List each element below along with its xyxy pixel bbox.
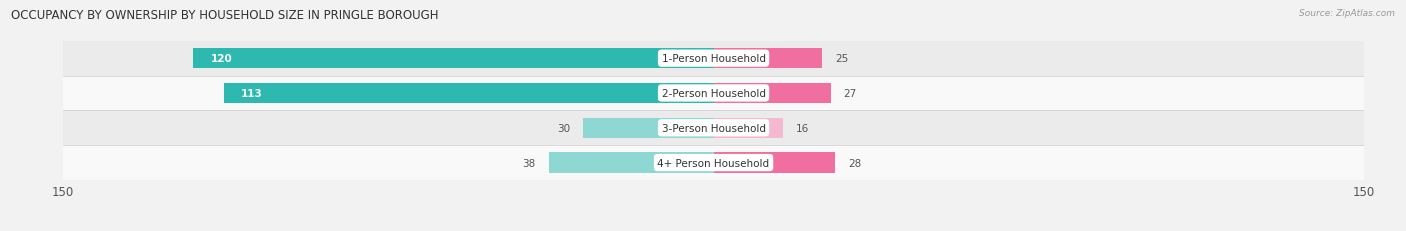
Text: 38: 38 [523,158,536,168]
Bar [63,42,1364,76]
Bar [713,153,835,173]
Bar [713,49,823,69]
Bar [63,146,1364,180]
Text: 2-Person Household: 2-Person Household [662,88,765,99]
Bar [583,118,713,138]
Bar [193,49,713,69]
Text: 113: 113 [240,88,263,99]
Text: 3-Person Household: 3-Person Household [662,123,765,133]
Bar [713,84,831,104]
Text: 30: 30 [557,123,571,133]
Text: 16: 16 [796,123,810,133]
Bar [63,111,1364,146]
Bar [63,76,1364,111]
Bar [713,118,783,138]
Text: 25: 25 [835,54,848,64]
Text: OCCUPANCY BY OWNERSHIP BY HOUSEHOLD SIZE IN PRINGLE BOROUGH: OCCUPANCY BY OWNERSHIP BY HOUSEHOLD SIZE… [11,9,439,22]
Text: 27: 27 [844,88,856,99]
Bar [224,84,713,104]
Text: 120: 120 [211,54,232,64]
Text: Source: ZipAtlas.com: Source: ZipAtlas.com [1299,9,1395,18]
Text: 28: 28 [848,158,862,168]
Text: 4+ Person Household: 4+ Person Household [658,158,769,168]
Text: 1-Person Household: 1-Person Household [662,54,765,64]
Bar [548,153,713,173]
